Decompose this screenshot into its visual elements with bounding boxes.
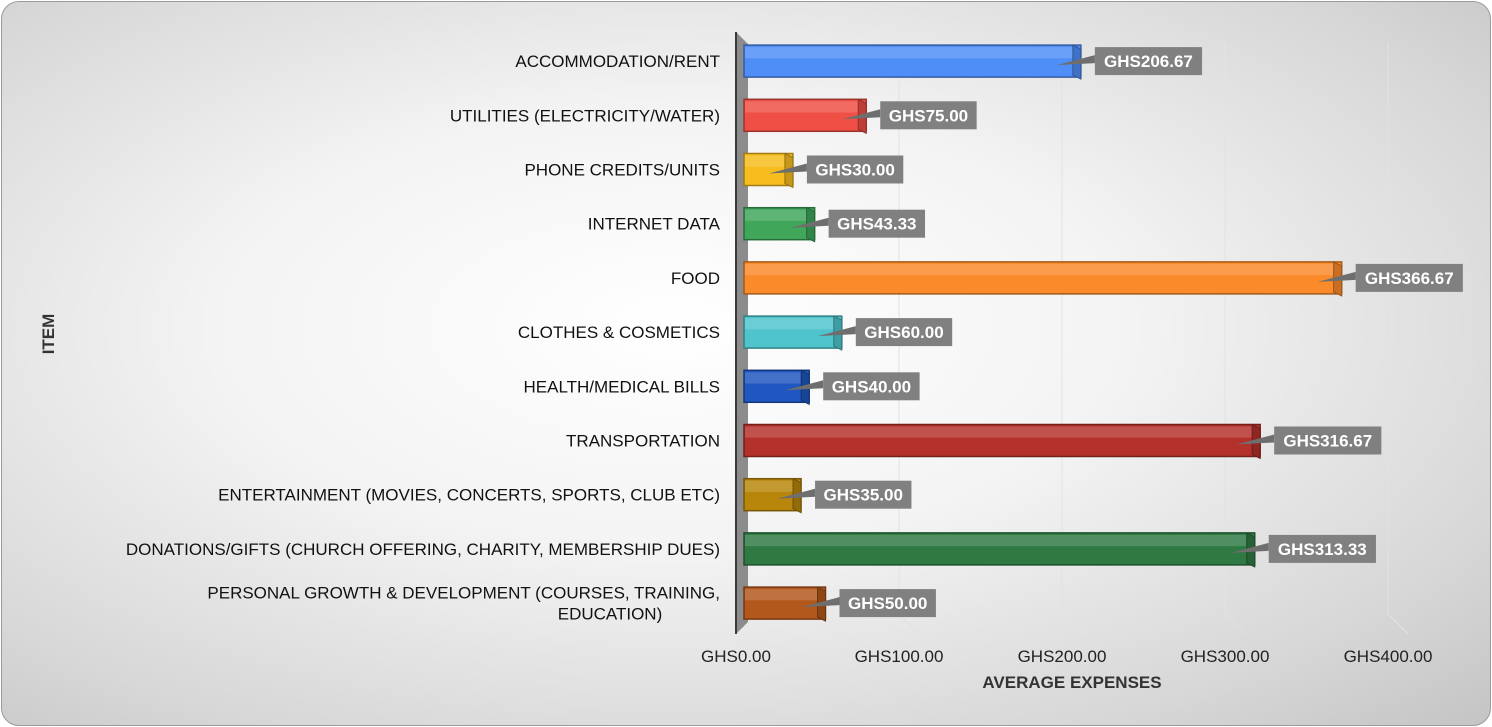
data-label-box: [806, 155, 904, 184]
data-label-box: [880, 101, 977, 130]
bar-highlight: [745, 372, 809, 384]
data-label-box: [823, 372, 920, 401]
category-label: TRANSPORTATION: [566, 432, 720, 451]
data-label: GHS43.33: [790, 209, 926, 238]
data-label-box: [855, 318, 953, 347]
data-label-pointer: [801, 597, 840, 608]
bar-front-face: [743, 206, 816, 241]
x-tick-labels: GHS0.00 GHS100.00 GHS200.00 GHS300.00 GHS400…: [701, 647, 1432, 666]
bar: [743, 261, 1343, 297]
category-label: PERSONAL GROWTH & DEVELOPMENT (COURSES, …: [207, 584, 720, 624]
bar: [743, 44, 1082, 80]
category-label: HEALTH/MEDICAL BILLS: [523, 377, 720, 396]
bar-front-face: [743, 423, 1261, 458]
data-label-text: GHS40.00: [832, 377, 911, 396]
data-label-box: [815, 480, 912, 509]
bar-highlight: [745, 480, 801, 492]
bar: [743, 532, 1256, 568]
bar-front-face: [743, 44, 1082, 78]
bar-front-face: [743, 532, 1256, 566]
data-label: GHS35.00: [777, 480, 912, 509]
bar-highlight: [745, 101, 866, 113]
bar: [743, 477, 802, 514]
data-label-box: [1355, 263, 1463, 292]
data-label: GHS40.00: [785, 372, 920, 401]
bar-highlight: [745, 589, 825, 601]
category-label: ACCOMMODATION/RENT: [515, 52, 720, 71]
x-tick-label: GHS0.00: [701, 647, 771, 666]
bar-highlight: [745, 209, 814, 221]
bar-highlight: [745, 318, 841, 330]
data-label-pointer: [817, 326, 856, 337]
data-label-text: GHS366.67: [1365, 269, 1454, 288]
bar: [743, 369, 810, 406]
category-label: ENTERTAINMENT (MOVIES, CONCERTS, SPORTS,…: [218, 486, 720, 505]
data-label-pointer: [777, 488, 816, 499]
category-label: CLOTHES & COSMETICS: [518, 323, 720, 342]
data-label-box: [1094, 47, 1203, 76]
category-labels: ACCOMMODATION/RENT UTILITIES (ELECTRICITY…: [126, 52, 721, 624]
gridline-floor: [898, 613, 920, 635]
data-label-text: GHS30.00: [815, 161, 894, 180]
bar-highlight: [745, 534, 1254, 547]
data-label: GHS316.67: [1236, 426, 1382, 455]
data-label: GHS50.00: [801, 589, 936, 618]
data-label-text: GHS50.00: [848, 594, 927, 613]
bar-highlight: [745, 47, 1080, 59]
bar: [743, 423, 1261, 460]
category-label: FOOD: [671, 269, 720, 288]
data-label: GHS60.00: [817, 318, 953, 347]
bar-highlight: [745, 155, 792, 167]
x-tick-label: GHS400.00: [1344, 647, 1433, 666]
data-label-text: GHS206.67: [1104, 52, 1193, 71]
data-label-box: [1268, 534, 1376, 563]
data-label: GHS75.00: [842, 101, 977, 130]
data-label-pointer: [1236, 434, 1275, 445]
gridline-floor: [1387, 613, 1409, 635]
data-label-box: [839, 589, 936, 618]
data-label-box: [828, 209, 926, 238]
x-tick-label: GHS100.00: [855, 647, 944, 666]
data-label-text: GHS35.00: [824, 486, 903, 505]
y-axis-title: ITEM: [39, 314, 58, 355]
category-label: DONATIONS/GIFTS (CHURCH OFFERING, CHARIT…: [126, 540, 720, 559]
data-label-box: [1274, 426, 1382, 455]
data-labels: GHS206.67 GHS75.00 GHS30.00 GHS43.33 GHS366.…: [768, 47, 1463, 618]
bar-front-face: [743, 315, 843, 349]
bar-highlight: [745, 426, 1260, 438]
gridline-floor: [1224, 613, 1246, 635]
bar: [743, 206, 816, 243]
data-label: GHS313.33: [1230, 534, 1376, 563]
category-label: UTILITIES (ELECTRICITY/WATER): [450, 106, 720, 125]
gridline-floor: [1061, 613, 1083, 635]
category-label: PHONE CREDITS/UNITS: [524, 161, 720, 180]
data-label-pointer: [790, 217, 829, 228]
data-label-text: GHS316.67: [1283, 432, 1372, 451]
data-label-text: GHS60.00: [864, 323, 943, 342]
data-label-pointer: [1230, 542, 1269, 553]
data-label: GHS206.67: [1056, 47, 1203, 76]
data-label: GHS30.00: [768, 155, 904, 184]
x-tick-label: GHS300.00: [1181, 647, 1270, 666]
x-axis-title: AVERAGE EXPENSES: [982, 673, 1161, 692]
bar-front-face: [743, 261, 1343, 295]
category-label: INTERNET DATA: [588, 215, 721, 234]
data-label-pointer: [1317, 271, 1356, 282]
data-label-text: GHS75.00: [889, 106, 968, 125]
data-label-pointer: [842, 109, 881, 120]
data-label-pointer: [768, 163, 807, 174]
bar-highlight: [745, 263, 1341, 276]
data-label-text: GHS313.33: [1278, 540, 1367, 559]
data-label-text: GHS43.33: [837, 215, 916, 234]
data-label: GHS366.67: [1317, 263, 1463, 292]
data-label-pointer: [785, 380, 824, 391]
data-label-pointer: [1056, 55, 1095, 66]
bar-front-face: [743, 477, 802, 512]
x-tick-label: GHS200.00: [1018, 647, 1107, 666]
